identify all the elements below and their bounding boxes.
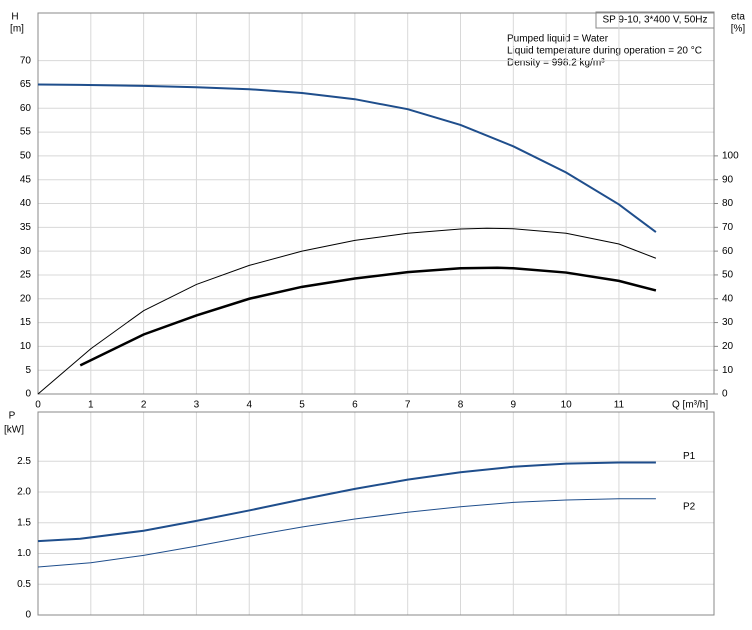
y-tick-label: 2.5 (17, 456, 31, 467)
y-axis-unit: [m] (10, 24, 24, 35)
y-tick-label: 30 (20, 246, 32, 257)
x-tick-label: 8 (458, 400, 464, 411)
curve (37, 498, 656, 568)
curve (37, 227, 657, 395)
y-tick-label: 20 (20, 293, 32, 304)
y-tick-label: 50 (20, 151, 32, 162)
y-tick-label: 45 (20, 174, 32, 185)
annotation: Pumped liquid = Water (507, 34, 609, 45)
y-tick-label: 1.5 (17, 517, 31, 528)
y2-tick-label: 80 (722, 198, 734, 209)
x-tick-label: 5 (299, 400, 305, 411)
y-tick-label: 40 (20, 198, 32, 209)
y-tick-label: 0 (25, 389, 31, 400)
x-tick-label: 2 (141, 400, 147, 411)
y-axis-label: P (9, 411, 16, 422)
annotation: Liquid temperature during operation = 20… (507, 46, 702, 57)
x-tick-label: 7 (405, 400, 411, 411)
curve (37, 83, 657, 233)
y-axis-label: H (11, 12, 18, 23)
y2-tick-label: 90 (722, 174, 734, 185)
x-tick-label: 4 (246, 400, 252, 411)
y-tick-label: 0 (25, 610, 31, 621)
y-tick-label: 55 (20, 127, 32, 138)
y-tick-label: 1.0 (17, 548, 31, 559)
y2-tick-label: 20 (722, 341, 734, 352)
y-tick-label: 25 (20, 270, 32, 281)
y-tick-label: 70 (20, 55, 32, 66)
x-tick-label: 0 (35, 400, 41, 411)
plot-frame (37, 411, 715, 616)
chart-title: SP 9-10, 3*400 V, 50Hz (602, 15, 707, 26)
y2-tick-label: 100 (722, 151, 739, 162)
curve (37, 461, 656, 543)
y2-tick-label: 70 (722, 222, 734, 233)
y-tick-label: 10 (20, 341, 32, 352)
plot-frame (37, 12, 715, 395)
y2-axis-label: eta (731, 12, 745, 23)
y2-tick-label: 30 (722, 317, 734, 328)
y2-axis-unit: [%] (731, 24, 746, 35)
x-tick-label: 6 (352, 400, 358, 411)
x-tick-label: 9 (511, 400, 517, 411)
legend-label: P1 (683, 451, 696, 462)
y2-tick-label: 0 (722, 389, 728, 400)
x-tick-label: 3 (194, 400, 200, 411)
x-tick-label: 11 (614, 400, 625, 411)
y-tick-label: 15 (20, 317, 32, 328)
x-axis-label: Q [m³/h] (672, 400, 708, 411)
y-tick-label: 65 (20, 79, 32, 90)
curve (79, 266, 657, 367)
annotation: Density = 998.2 kg/m³ (507, 58, 605, 69)
y2-tick-label: 50 (722, 270, 734, 281)
y2-tick-label: 60 (722, 246, 734, 257)
y-tick-label: 60 (20, 103, 32, 114)
legend-label: P2 (683, 501, 696, 512)
y2-tick-label: 40 (722, 293, 734, 304)
y2-tick-label: 10 (722, 365, 734, 376)
y-tick-label: 0.5 (17, 579, 31, 590)
x-tick-label: 10 (561, 400, 573, 411)
y-tick-label: 2.0 (17, 487, 31, 498)
y-tick-label: 35 (20, 222, 32, 233)
y-tick-label: 5 (25, 365, 31, 376)
x-tick-label: 1 (88, 400, 94, 411)
y-axis-unit: [kW] (4, 425, 24, 436)
